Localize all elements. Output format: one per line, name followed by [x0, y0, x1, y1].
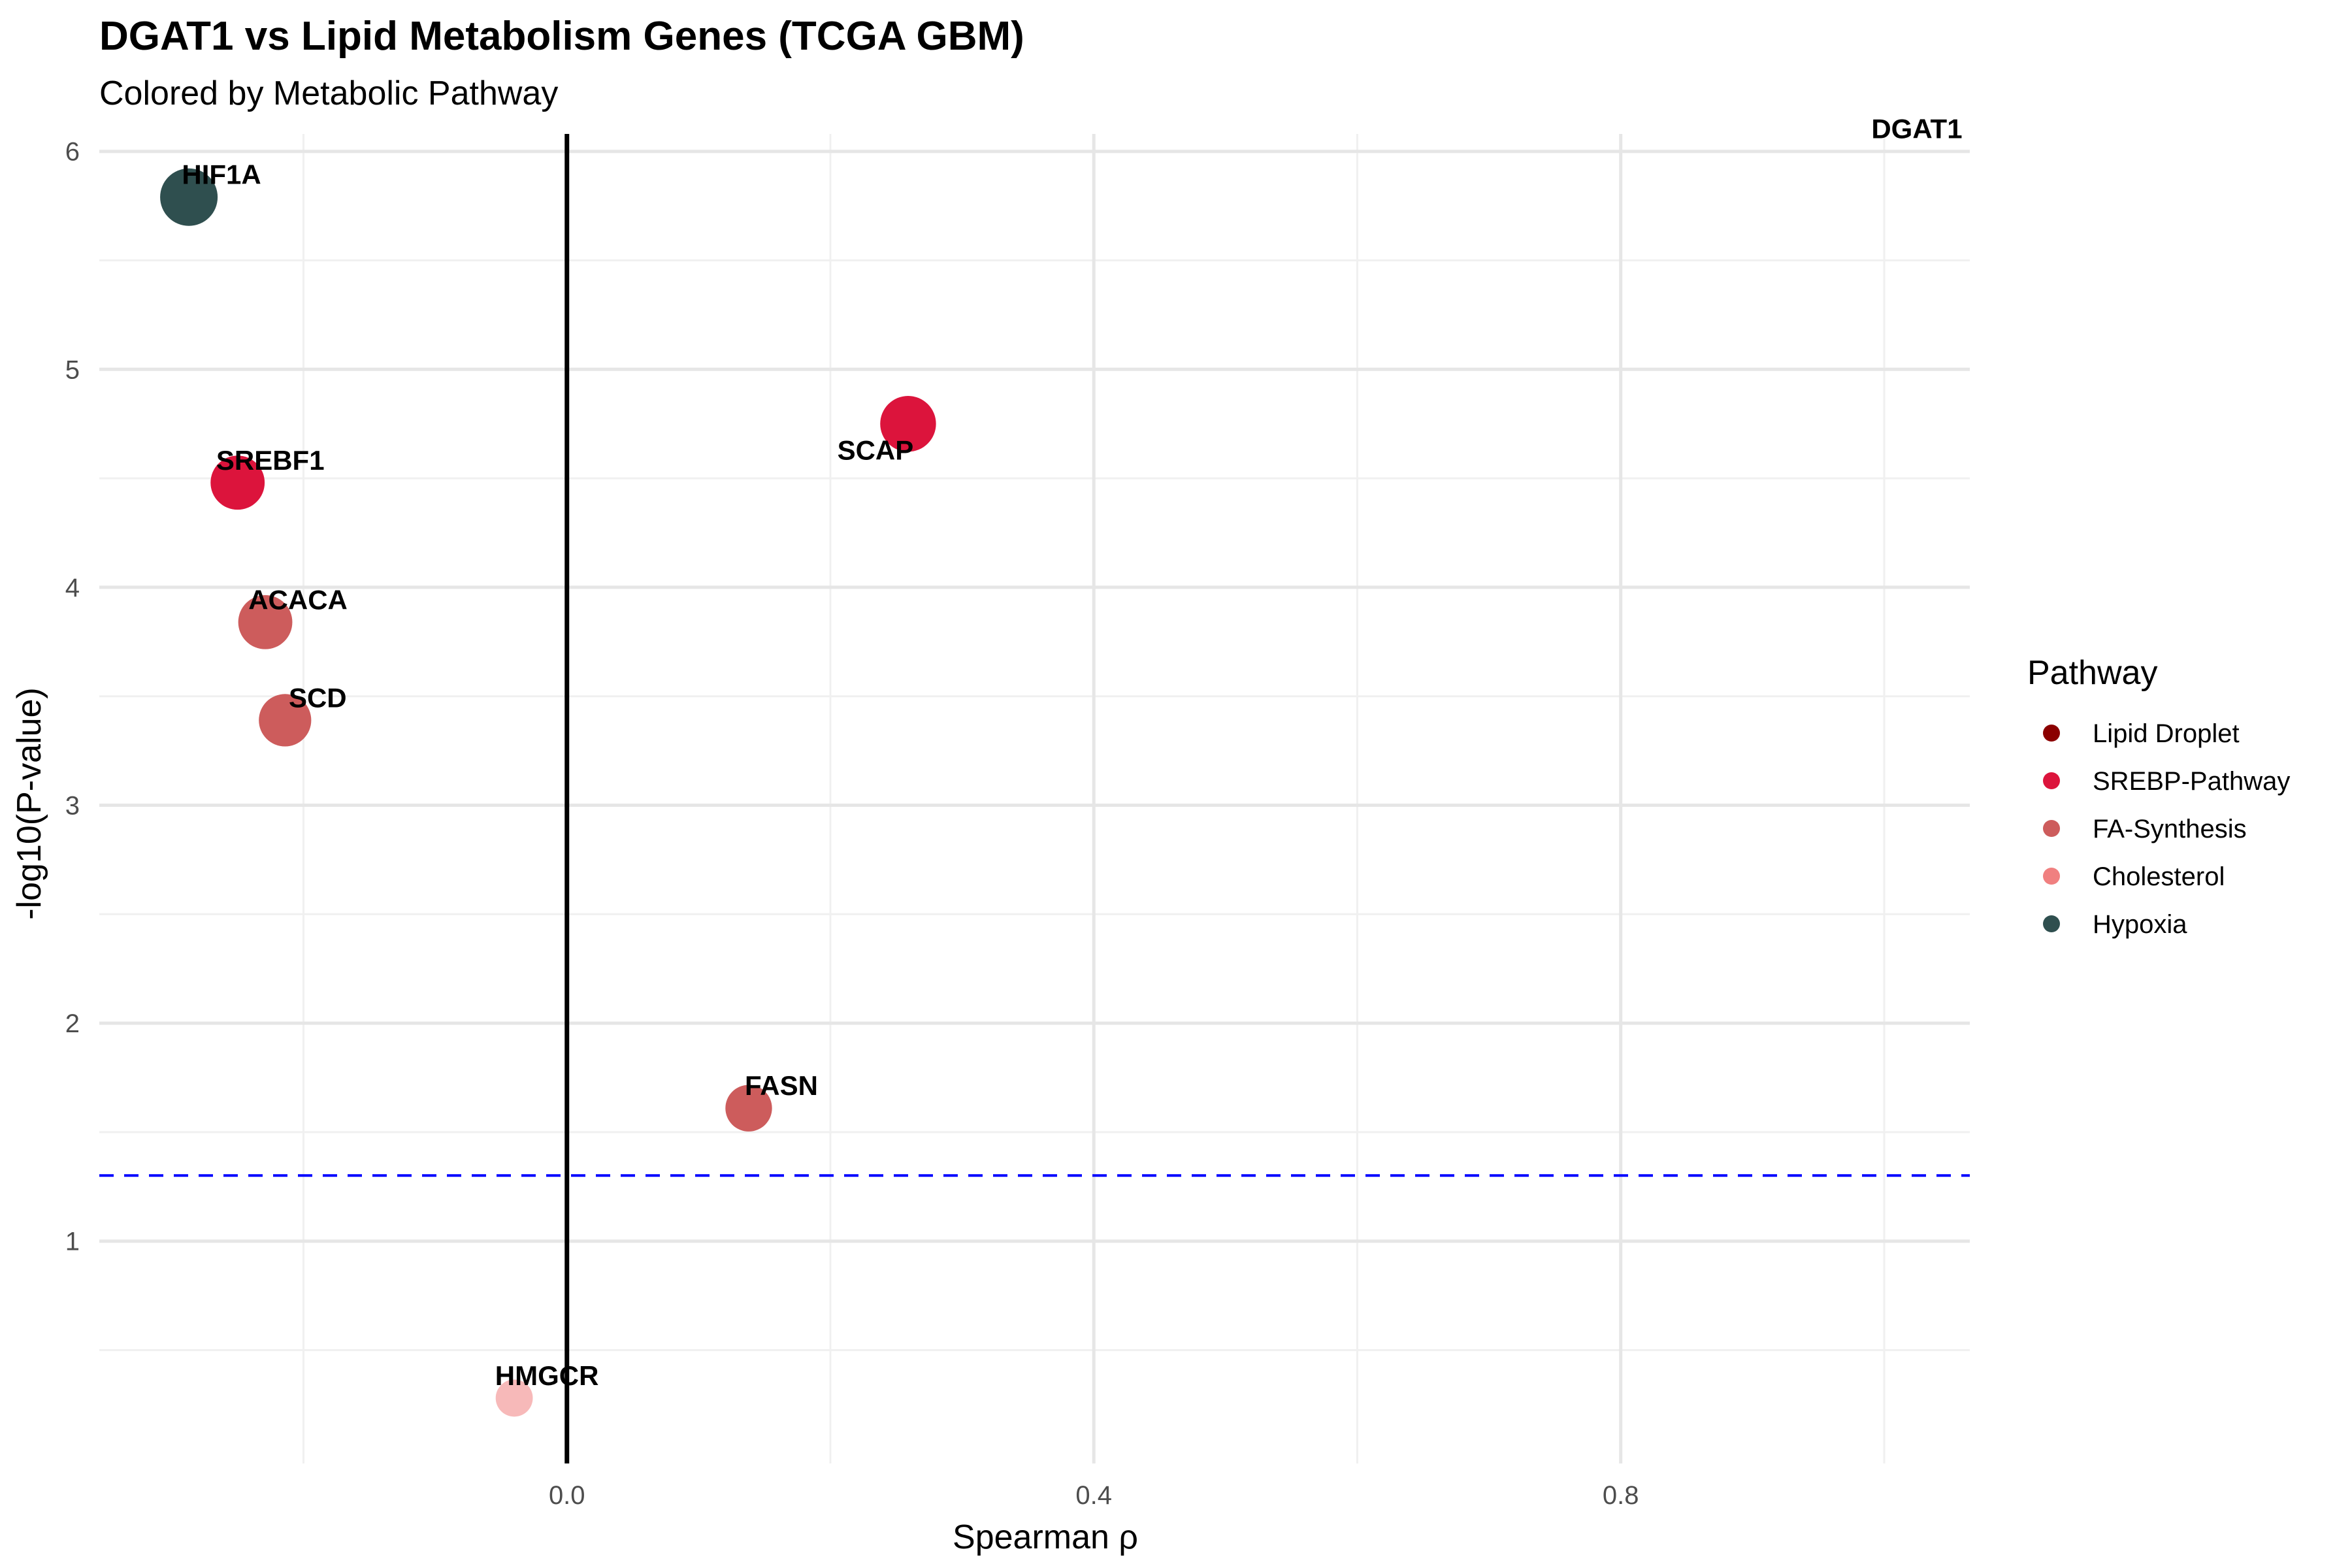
chart-title: DGAT1 vs Lipid Metabolism Genes (TCGA GB… — [99, 14, 1024, 59]
point-label-scd: SCD — [289, 682, 347, 713]
point-label-srebf1: SREBF1 — [216, 445, 325, 476]
y-tick-label: 5 — [65, 355, 80, 384]
point-hmgcr — [495, 1379, 533, 1417]
point-labels: HIF1A SREBF1 ACACA SCD SCAP FASN HMGCR DGAT1 — [182, 114, 1962, 1391]
point-label-hif1a: HIF1A — [182, 159, 261, 190]
point-label-scap: SCAP — [838, 435, 914, 466]
x-tick-label: 0.8 — [1603, 1481, 1639, 1510]
legend-label: Hypoxia — [2093, 910, 2187, 939]
y-tick-label: 2 — [65, 1009, 80, 1038]
legend-entries: Lipid Droplet SREBP-Pathway FA-Synthesis Ch… — [2043, 719, 2290, 939]
point-label-dgat1: DGAT1 — [1871, 114, 1962, 144]
point-srebf1 — [210, 455, 265, 510]
y-tick-label: 3 — [65, 792, 80, 821]
x-tick-label: 0.4 — [1075, 1481, 1112, 1510]
point-hif1a — [160, 168, 218, 226]
point-label-fasn: FASN — [745, 1070, 818, 1101]
point-label-acaca: ACACA — [248, 584, 348, 615]
point-fasn — [725, 1085, 772, 1132]
y-tick-label: 6 — [65, 138, 80, 167]
legend-label: SREBP-Pathway — [2093, 767, 2290, 796]
x-tick-label: 0.0 — [549, 1481, 585, 1510]
data-points — [160, 168, 936, 1417]
y-tick-label: 4 — [65, 574, 80, 602]
legend-key — [2043, 725, 2060, 742]
legend: Pathway Lipid Droplet SREBP-Pathway FA-Syn… — [2027, 654, 2290, 939]
y-axis-title: -log10(P-value) — [10, 687, 48, 920]
legend-key — [2043, 820, 2060, 837]
point-label-hmgcr: HMGCR — [495, 1360, 599, 1391]
point-acaca — [238, 595, 293, 649]
axis-ticks: 0.0 0.4 0.8 1 2 3 4 5 6 — [65, 138, 1639, 1510]
legend-key — [2043, 915, 2060, 932]
point-scd — [259, 694, 312, 747]
legend-label: Lipid Droplet — [2093, 719, 2240, 748]
y-tick-label: 1 — [65, 1228, 80, 1256]
legend-title: Pathway — [2027, 654, 2157, 692]
legend-label: FA-Synthesis — [2093, 815, 2247, 843]
x-axis-title: Spearman ρ — [953, 1518, 1138, 1556]
reference-lines — [99, 134, 1970, 1463]
legend-key — [2043, 868, 2060, 885]
legend-key — [2043, 772, 2060, 789]
grid-lines — [99, 134, 1970, 1463]
point-scap — [880, 395, 936, 452]
legend-label: Cholesterol — [2093, 862, 2225, 891]
chart-subtitle: Colored by Metabolic Pathway — [99, 74, 558, 112]
